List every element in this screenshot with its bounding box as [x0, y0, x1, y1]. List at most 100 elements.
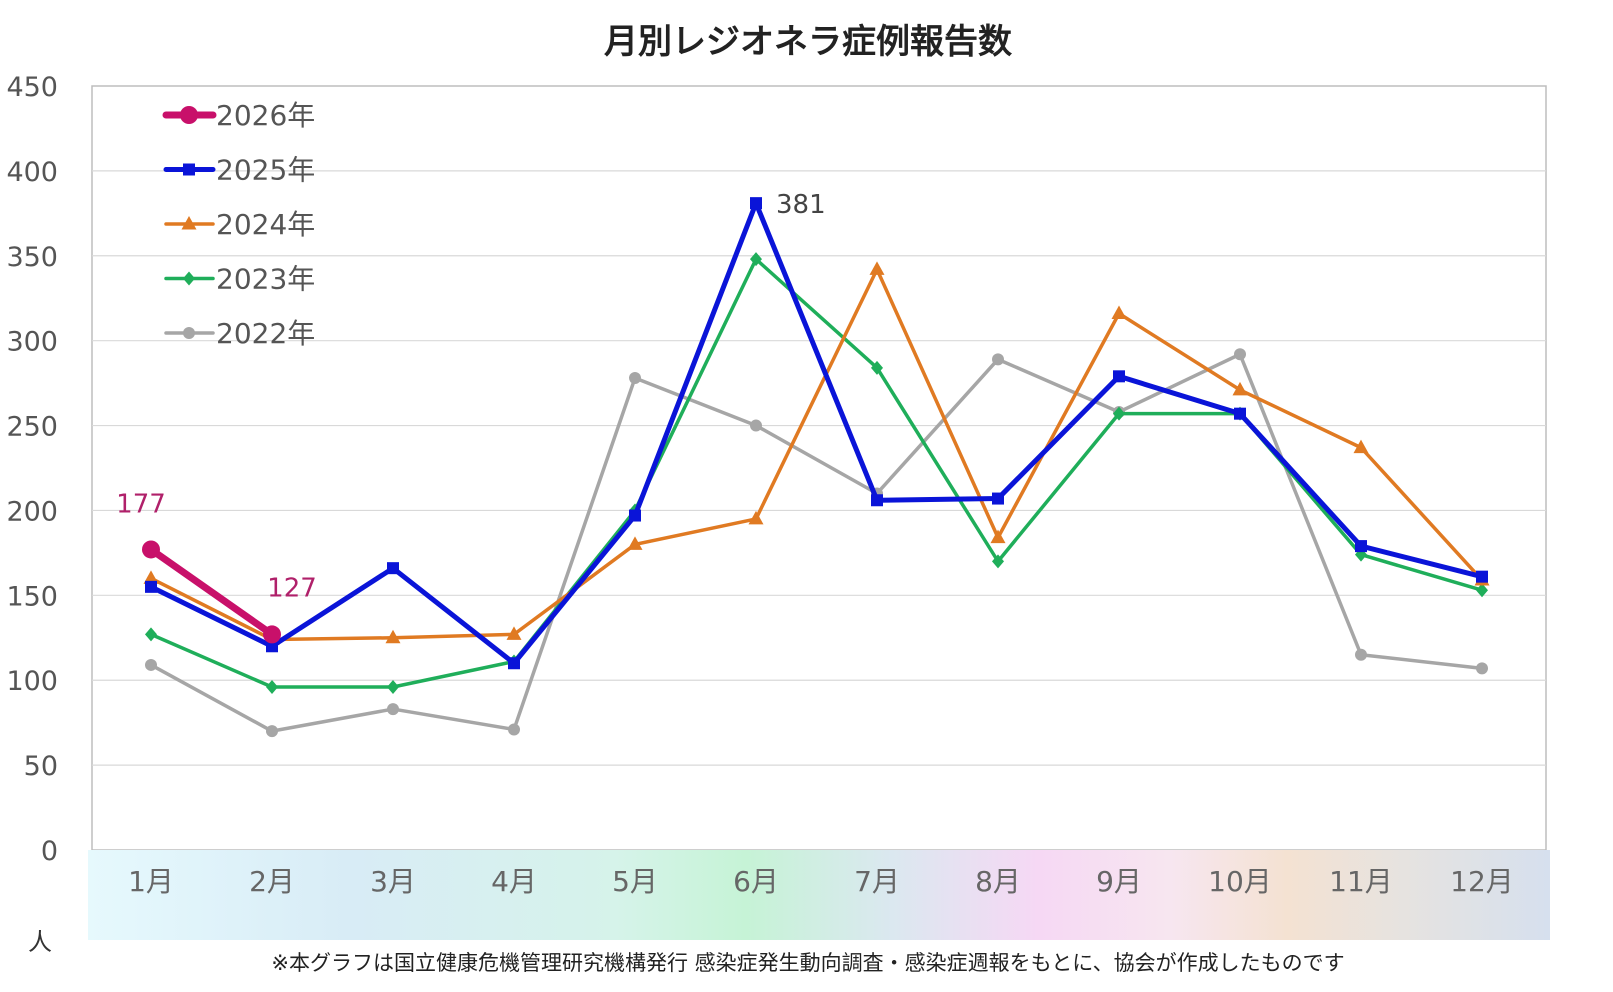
- x-tick-label: 12月: [1450, 865, 1514, 898]
- series-layer: [142, 197, 1490, 738]
- data-point: [992, 353, 1004, 366]
- data-point: [142, 540, 160, 559]
- data-point: [266, 640, 278, 653]
- data-point: [508, 723, 520, 736]
- y-tick-label: 50: [24, 751, 58, 782]
- data-point: [992, 554, 1004, 569]
- series-2022年: [145, 348, 1488, 738]
- legend: 2026年 2025年 2024年 2023年 2022年: [162, 99, 315, 350]
- data-point: [992, 492, 1004, 505]
- x-tick-label: 3月: [370, 865, 416, 898]
- data-label: 127: [267, 573, 317, 603]
- data-point: [263, 625, 281, 644]
- data-point: [1113, 406, 1125, 421]
- data-point: [145, 580, 157, 593]
- legend-item: 2026年: [162, 99, 315, 132]
- data-point: [1234, 407, 1246, 420]
- y-tick-label: 300: [6, 327, 58, 358]
- legend-label: 2025年: [216, 154, 315, 187]
- y-tick-label: 350: [6, 242, 58, 273]
- data-point: [387, 680, 399, 695]
- series-line: [147, 545, 276, 638]
- data-point: [750, 419, 762, 432]
- data-point: [506, 626, 522, 640]
- legend-marker: [181, 216, 197, 230]
- data-point: [1232, 381, 1248, 396]
- data-point: [1476, 583, 1488, 598]
- y-tick-label: 250: [6, 412, 58, 443]
- data-point: [871, 494, 883, 507]
- x-tick-label: 2月: [249, 865, 295, 898]
- x-tick-label: 10月: [1208, 865, 1272, 898]
- x-tick-label: 1月: [128, 865, 174, 898]
- data-labels: 177 127 381: [116, 190, 825, 603]
- y-tick-label: 150: [6, 581, 58, 612]
- y-tick-label: 400: [6, 157, 58, 188]
- y-tick-label: 450: [6, 72, 58, 103]
- data-point: [145, 627, 157, 642]
- data-point: [871, 360, 883, 375]
- x-tick-label: 11月: [1329, 865, 1393, 898]
- legend-item: 2025年: [163, 154, 315, 187]
- data-point: [750, 252, 762, 267]
- data-point: [1113, 370, 1125, 383]
- data-point: [1355, 540, 1367, 553]
- data-point: [1355, 648, 1367, 661]
- legend-marker: [183, 327, 195, 339]
- data-point: [629, 372, 641, 385]
- data-point: [266, 725, 278, 738]
- legend-item: 2023年: [164, 263, 315, 296]
- legend-item: 2024年: [164, 208, 315, 241]
- data-point: [1111, 305, 1127, 320]
- x-tick-label: 9月: [1096, 865, 1142, 898]
- x-axis-band: [88, 850, 1550, 940]
- x-tick-label: 5月: [612, 865, 658, 898]
- legend-label: 2024年: [216, 208, 315, 241]
- data-point: [1476, 662, 1488, 675]
- chart-title: 月別レジオネラ症例報告数: [604, 22, 1012, 62]
- data-point: [1353, 439, 1369, 454]
- y-tick-label: 0: [41, 836, 58, 867]
- series-line: [149, 352, 1484, 733]
- y-tick-label: 200: [6, 496, 58, 527]
- data-point: [143, 570, 159, 584]
- x-tick-label: 8月: [975, 865, 1021, 898]
- legend-marker: [183, 163, 195, 176]
- data-point: [869, 261, 885, 275]
- y-axis-ticks: 0 50 100 150 200 250 300 350 400 450: [6, 72, 58, 867]
- y-tick-label: 100: [6, 666, 58, 697]
- data-point: [627, 536, 643, 550]
- data-label: 381: [776, 190, 826, 220]
- series-line: [148, 200, 1485, 666]
- legend-label: 2023年: [216, 263, 315, 296]
- data-point: [508, 657, 520, 670]
- data-point: [387, 562, 399, 575]
- legend-item: 2022年: [164, 317, 315, 350]
- series-2025年: [145, 197, 1488, 670]
- data-point: [1234, 348, 1246, 361]
- x-tick-label: 6月: [733, 865, 779, 898]
- legend-label: 2026年: [216, 99, 315, 132]
- y-axis-unit: 人: [28, 928, 52, 956]
- legend-marker: [183, 271, 195, 286]
- data-point: [145, 658, 157, 671]
- data-point: [387, 703, 399, 716]
- data-point: [990, 529, 1006, 544]
- data-point: [748, 510, 764, 525]
- data-point: [1476, 570, 1488, 583]
- data-point: [629, 509, 641, 522]
- series-2026年: [142, 540, 281, 644]
- data-point: [750, 197, 762, 210]
- x-tick-label: 4月: [491, 865, 537, 898]
- source-note: ※本グラフは国立健康危機管理研究機構発行 感染症発生動向調査・感染症週報をもとに…: [271, 951, 1344, 975]
- legend-label: 2022年: [216, 317, 315, 350]
- plot-area: [91, 85, 1547, 851]
- data-point: [266, 680, 278, 695]
- data-point: [385, 629, 401, 644]
- data-label: 177: [116, 489, 166, 519]
- x-tick-label: 7月: [854, 865, 900, 898]
- legend-marker: [180, 106, 198, 124]
- series-line: [149, 267, 1484, 642]
- x-axis-ticks: 1月 2月 3月 4月 5月 6月 7月 8月 9月 10月 11月 12月: [128, 865, 1514, 898]
